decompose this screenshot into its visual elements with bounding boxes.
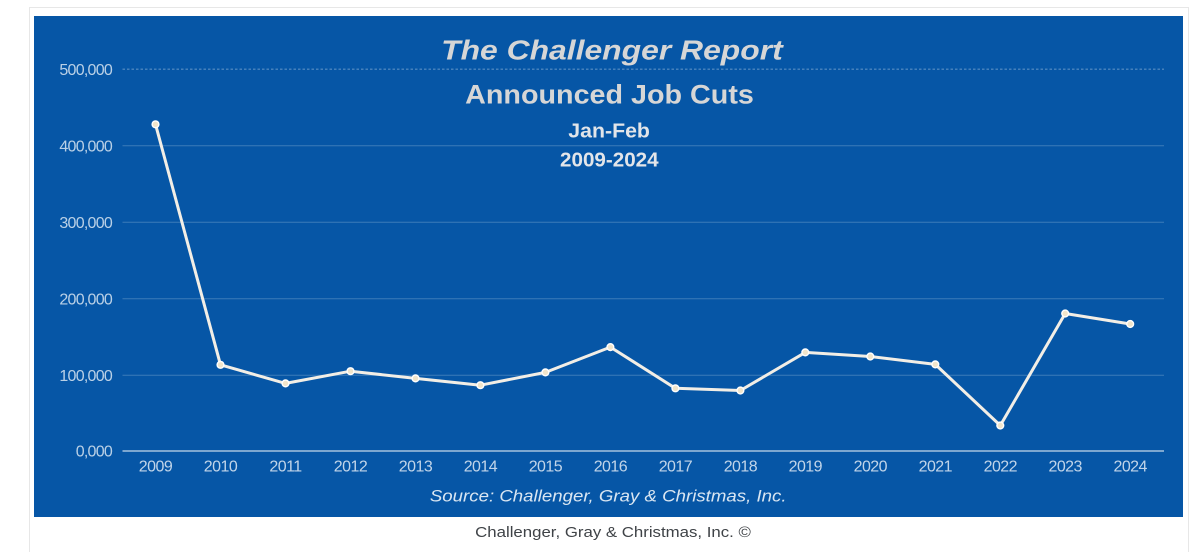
svg-text:2010: 2010 xyxy=(204,459,238,476)
svg-text:2009-2024: 2009-2024 xyxy=(560,150,659,172)
svg-text:2013: 2013 xyxy=(399,459,433,476)
svg-text:2012: 2012 xyxy=(334,459,368,476)
svg-text:400,000: 400,000 xyxy=(59,138,112,155)
svg-text:2022: 2022 xyxy=(984,459,1018,476)
svg-text:The Challenger Report: The Challenger Report xyxy=(441,35,785,66)
svg-text:0,000: 0,000 xyxy=(76,444,113,461)
svg-text:2016: 2016 xyxy=(594,459,628,476)
svg-text:Source: Challenger, Gray & Chr: Source: Challenger, Gray & Christmas, In… xyxy=(430,486,787,505)
svg-text:2009: 2009 xyxy=(139,459,173,476)
svg-text:2021: 2021 xyxy=(919,459,953,476)
svg-text:2014: 2014 xyxy=(464,459,498,476)
svg-text:Announced Job Cuts: Announced Job Cuts xyxy=(465,79,754,109)
svg-text:300,000: 300,000 xyxy=(59,215,112,232)
svg-text:2018: 2018 xyxy=(724,459,758,476)
svg-text:Jan-Feb: Jan-Feb xyxy=(568,120,650,142)
svg-text:2017: 2017 xyxy=(659,459,693,476)
svg-text:100,000: 100,000 xyxy=(59,368,112,385)
svg-text:2020: 2020 xyxy=(854,459,888,476)
svg-text:2015: 2015 xyxy=(529,459,563,476)
svg-text:2019: 2019 xyxy=(789,459,823,476)
svg-text:500,000: 500,000 xyxy=(59,62,112,79)
svg-text:2011: 2011 xyxy=(269,459,302,476)
svg-text:200,000: 200,000 xyxy=(59,291,112,308)
svg-text:2024: 2024 xyxy=(1113,459,1147,476)
svg-text:2023: 2023 xyxy=(1048,459,1082,476)
